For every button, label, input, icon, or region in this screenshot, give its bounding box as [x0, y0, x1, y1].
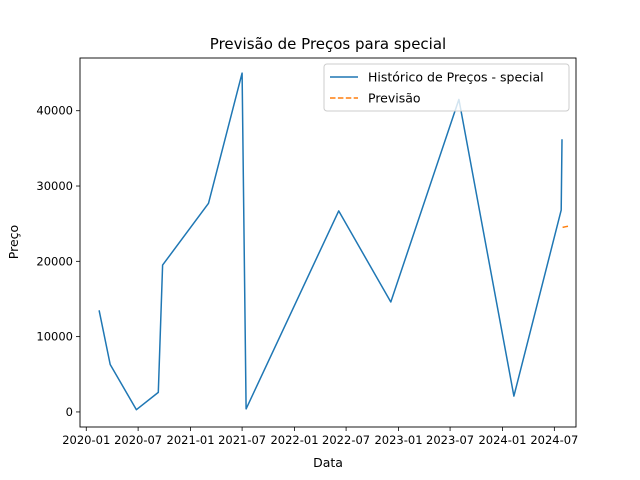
series-line-previsao: [562, 225, 571, 229]
x-tick-label: 2022-01: [270, 433, 318, 447]
legend-label-previsao: Previsão: [368, 91, 421, 106]
x-tick-label: 2020-01: [62, 433, 110, 447]
y-tick-label: 0: [66, 405, 73, 419]
x-tick-label: 2023-07: [426, 433, 474, 447]
y-tick-label: 40000: [36, 104, 73, 118]
x-tick-label: 2021-01: [167, 433, 215, 447]
x-tick-label: 2023-01: [374, 433, 422, 447]
series-line-historico: [98, 72, 563, 411]
x-axis: 2020-01 2020-07 2021-01 2021-07 2022-01 2022-…: [62, 427, 578, 447]
legend-box: [323, 63, 570, 112]
legend: Histórico de Preços - special Previsão: [323, 63, 570, 112]
x-tick-label: 2024-01: [478, 433, 526, 447]
plot-area: [79, 57, 577, 428]
legend-label-historico: Histórico de Preços - special: [368, 70, 544, 85]
x-axis-label: Data: [313, 455, 343, 470]
y-tick-label: 10000: [36, 330, 73, 344]
y-axis: 0 10000 20000 30000 40000: [36, 104, 80, 419]
axes-frame: [79, 57, 577, 428]
x-tick-label: 2022-07: [322, 433, 370, 447]
y-tick-label: 20000: [36, 254, 73, 268]
y-axis-label: Preço: [6, 225, 21, 259]
x-tick-label: 2020-07: [114, 433, 162, 447]
x-tick-label: 2021-07: [218, 433, 266, 447]
series-layer: [98, 72, 571, 411]
x-tick-label: 2024-07: [530, 433, 578, 447]
chart-title: Previsão de Preços para special: [210, 35, 446, 53]
y-tick-label: 30000: [36, 179, 73, 193]
